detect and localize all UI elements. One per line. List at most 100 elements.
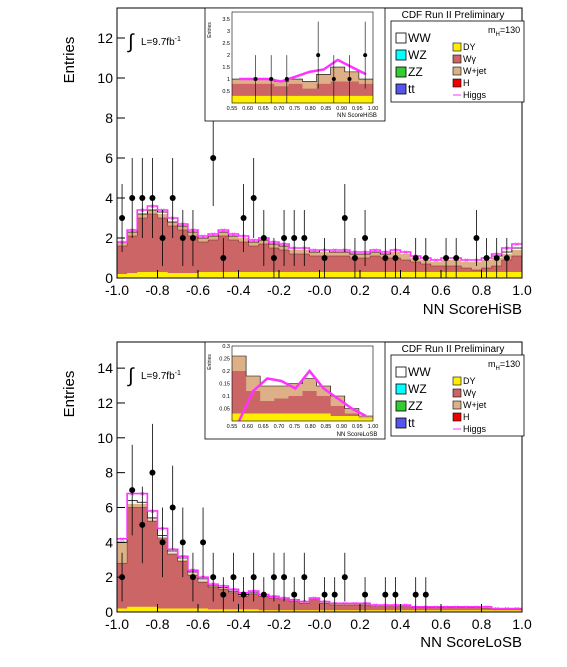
wgamma-fill — [117, 507, 522, 612]
panel-1-inset-ylabel: Entries — [207, 22, 213, 38]
inset-x-tick-label: 0.60 — [242, 424, 253, 430]
inset-y-tick-label: 1.5 — [222, 65, 230, 71]
legend-swatch-right — [452, 412, 462, 422]
higgs-marker: × — [454, 603, 459, 612]
inset-y-tick-label: 0.25 — [219, 357, 230, 363]
y-tick-label: 12 — [97, 395, 113, 411]
panel-2-inset-ylabel: Entries — [207, 354, 213, 370]
y-tick-label: 6 — [105, 150, 113, 166]
data-point — [119, 215, 126, 221]
data-point — [220, 591, 227, 598]
panel-2-ylabel: Entries — [61, 371, 78, 418]
x-tick-label: 1.0 — [512, 616, 532, 632]
y-tick-label: 14 — [97, 360, 113, 376]
legend-swatch-left — [395, 417, 407, 429]
higgs-marker: × — [434, 256, 439, 265]
data-point — [220, 255, 227, 261]
inset-frame — [231, 345, 374, 422]
inset-x-tick-label: 0.85 — [321, 424, 332, 430]
legend-swatch-right — [452, 66, 462, 76]
higgs-marker: × — [312, 594, 317, 603]
y-tick-label: 10 — [97, 70, 113, 86]
higgs-marker: × — [120, 535, 125, 544]
inset-y-tick-label: 0.15 — [219, 382, 230, 388]
data-point — [129, 195, 136, 201]
data-point — [362, 235, 369, 241]
higgs-line — [117, 205, 522, 261]
inset-dy-fill — [232, 413, 373, 421]
inset-y-tick-label: 2 — [227, 53, 230, 59]
x-tick-label: -1.0 — [105, 616, 129, 632]
inset-y-tick-label: 0.5 — [222, 89, 230, 95]
data-point — [169, 504, 176, 511]
legend-label-right: W+jet — [463, 66, 487, 76]
panel-1-xticks: -1.0 -0.8 -0.6 -0.4 -0.2 -0.0 0.2 0.4 0.6 0.8 1.0 — [105, 270, 532, 298]
inset-x-tick-label: 1.00 — [368, 424, 379, 430]
data-point — [281, 574, 288, 581]
legend-label-left: tt — [408, 82, 415, 96]
higgs-marker: × — [251, 236, 256, 245]
data-point — [250, 195, 257, 201]
higgs-marker: × — [373, 601, 378, 610]
x-tick-label: -0.6 — [186, 282, 210, 298]
panel-2-inset-xlabel: NN ScoreLoSB — [337, 432, 378, 438]
x-tick-label: -0.8 — [145, 282, 169, 298]
legend-swatch-left — [395, 83, 407, 95]
inset-x-tick-label: 0.55 — [227, 424, 238, 430]
inset-data-point — [363, 53, 368, 58]
panel-2-xlabel: NN ScoreLoSB — [420, 634, 522, 651]
inset-y-tick-label: 0.3 — [222, 344, 230, 350]
data-point — [351, 255, 358, 261]
inset-y-tick-label: 2.5 — [222, 41, 230, 47]
panel-1-ylabel: Entries — [61, 37, 78, 84]
higgs-marker: × — [332, 246, 337, 255]
panel-1-xlabel: NN ScoreHiSB — [423, 301, 522, 318]
legend-label-right: Wγ — [463, 388, 476, 398]
data-point — [483, 255, 490, 261]
panel-2-lumi: L=9.7fb-1 — [141, 370, 181, 382]
y-tick-label: 0 — [105, 604, 113, 620]
higgs-marker: × — [403, 601, 408, 610]
data-point — [301, 235, 308, 241]
panel-1-legend-items: WW WZ ZZ tt DY Wγ W+jet H Higgs — [395, 31, 487, 100]
legend-label-right: W+jet — [463, 400, 487, 410]
inset-x-tick-label: 0.80 — [305, 106, 316, 112]
data-point — [331, 591, 338, 598]
data-point — [281, 235, 288, 241]
x-tick-label: -0.6 — [186, 616, 210, 632]
data-point — [392, 591, 399, 598]
legend-swatch-left — [395, 32, 407, 44]
data-point — [240, 591, 247, 598]
data-point — [250, 574, 257, 581]
higgs-marker: × — [312, 246, 317, 255]
x-tick-label: -0.4 — [226, 616, 250, 632]
higgs-marker: × — [353, 599, 358, 608]
data-point — [422, 255, 429, 261]
x-tick-label: -0.8 — [145, 616, 169, 632]
x-tick-label: 0.2 — [350, 282, 370, 298]
legend-label-left: WW — [408, 31, 431, 45]
inset-x-tick-label: 0.55 — [227, 106, 238, 112]
data-point — [159, 539, 166, 546]
inset-x-tick-label: 0.95 — [352, 424, 363, 430]
inset-data-point — [253, 77, 258, 82]
legend-swatch-right — [452, 400, 462, 410]
higgs-marker: × — [302, 598, 307, 607]
inset-x-tick-label: 0.65 — [258, 424, 269, 430]
panel-2-banner: CDF Run II Preliminary — [402, 344, 505, 355]
legend-label-left: WW — [408, 365, 431, 379]
y-tick-label: 2 — [105, 569, 113, 585]
legend-swatch-right — [452, 42, 462, 52]
data-point — [270, 255, 277, 261]
inset-y-tick-label: 3 — [227, 29, 230, 35]
data-point — [139, 195, 146, 201]
data-point — [129, 487, 136, 494]
data-point — [291, 235, 298, 241]
data-point — [260, 591, 267, 598]
data-point — [321, 591, 328, 598]
data-point — [443, 255, 450, 261]
inset-x-tick-label: 0.80 — [305, 424, 316, 430]
inset-y-tick-label: 0.1 — [222, 394, 230, 400]
higgs-marker: × — [504, 605, 509, 614]
inset-x-tick-label: 0.75 — [289, 106, 300, 112]
